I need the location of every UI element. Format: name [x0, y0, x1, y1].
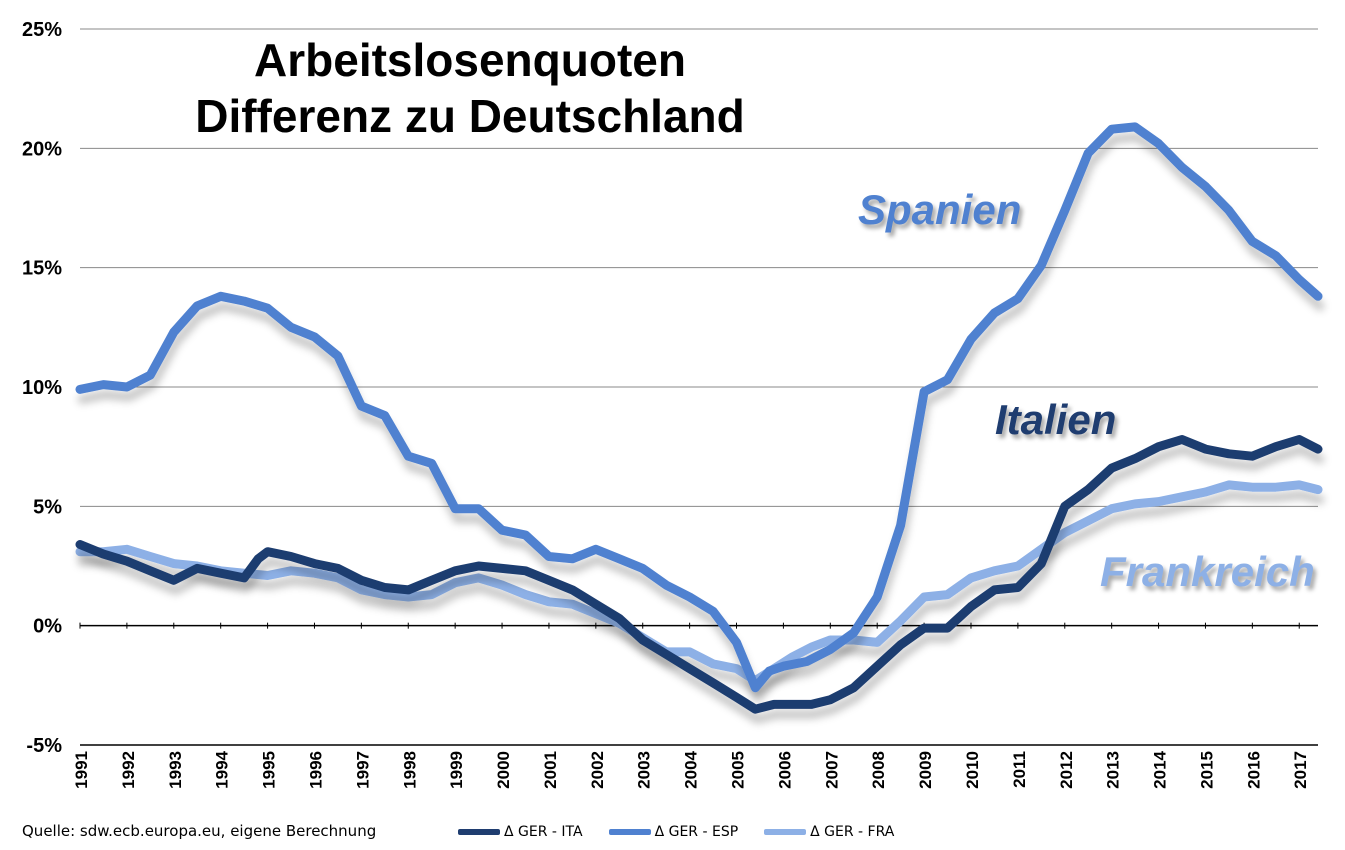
legend-swatch-fra: [764, 829, 807, 835]
legend-label-ita: Δ GER - ITA: [504, 824, 583, 840]
xtick-label: 1993: [166, 751, 185, 789]
xtick-label: 2017: [1291, 751, 1310, 789]
ytick-label: 20%: [22, 138, 62, 160]
source-note: Quelle: sdw.ecb.europa.eu, eigene Berech…: [22, 822, 377, 840]
ytick-label: -5%: [26, 735, 62, 757]
xtick-label: 2013: [1104, 751, 1123, 789]
xtick-label: 2008: [869, 751, 888, 789]
xtick-label: 2011: [1010, 751, 1029, 788]
xtick-label: 1995: [260, 751, 279, 789]
chart-title: Arbeitslosenquoten Differenz zu Deutschl…: [140, 32, 800, 144]
ytick-label: 0%: [33, 616, 62, 638]
chart-title-line1: Arbeitslosenquoten: [254, 34, 686, 86]
series-line-spanien: [75, 122, 1323, 693]
legend: Δ GER - ITA Δ GER - ESP Δ GER - FRA: [458, 824, 894, 840]
xtick-label: 2004: [682, 750, 701, 788]
chart-subtitle: Differenz zu Deutschland: [195, 90, 745, 142]
xtick-label: 1999: [447, 751, 466, 789]
xtick-label: 2005: [729, 751, 748, 789]
xtick-label: 1994: [213, 750, 232, 788]
series-label-frankreich: Frankreich: [1100, 548, 1315, 595]
legend-item-ita: Δ GER - ITA: [458, 824, 583, 840]
xtick-label: 2000: [494, 751, 513, 789]
ytick-label: 5%: [33, 496, 62, 518]
axes: 25% 20% 15% 10% 5% 0% -5% 1991 1992 1993 1994 1995 1…: [22, 19, 1318, 789]
series-lines: [75, 122, 1323, 714]
xtick-label: 2010: [963, 751, 982, 789]
legend-item-esp: Δ GER - ESP: [608, 824, 739, 840]
xtick-label: 1991: [72, 751, 91, 789]
legend-swatch-esp: [608, 829, 651, 835]
xtick-label: 2015: [1197, 751, 1216, 789]
xtick-label: 2002: [588, 751, 607, 789]
legend-label-fra: Δ GER - FRA: [810, 824, 895, 840]
xtick-label: 2014: [1151, 750, 1170, 788]
xtick-label: 1997: [353, 751, 372, 789]
legend-label-esp: Δ GER - ESP: [654, 824, 739, 840]
xtick-label: 2003: [635, 751, 654, 789]
legend-item-fra: Δ GER - FRA: [764, 824, 894, 840]
ytick-label: 25%: [22, 19, 62, 41]
series-line-italien: [75, 435, 1323, 714]
xtick-label: 2001: [541, 751, 560, 789]
ytick-label: 10%: [22, 377, 62, 399]
xtick-label: 1998: [400, 751, 419, 789]
series-line-frankreich: [75, 480, 1323, 686]
xtick-label: 1992: [119, 751, 138, 789]
xtick-label: 2009: [916, 751, 935, 789]
ytick-label: 15%: [22, 258, 62, 280]
legend-swatch-ita: [458, 829, 500, 835]
xtick-label: 2006: [775, 751, 794, 789]
xtick-label: 2012: [1057, 751, 1076, 789]
xtick-label: 1996: [306, 751, 325, 789]
xtick-label: 2016: [1244, 751, 1263, 789]
series-label-italien: Italien: [995, 396, 1117, 443]
series-label-spanien: Spanien: [858, 186, 1022, 233]
xtick-label: 2007: [822, 751, 841, 789]
